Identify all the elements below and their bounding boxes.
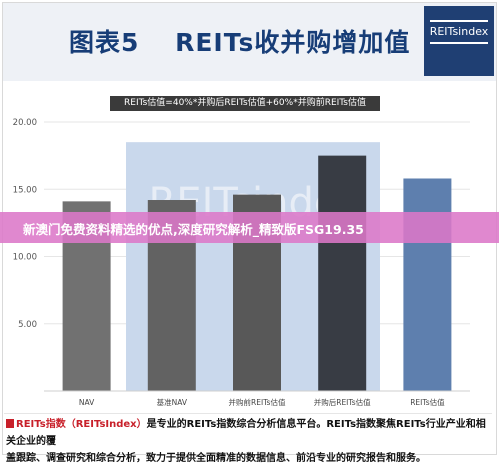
bar — [318, 155, 367, 391]
header: 图表5 REITs收并购增加值 REITsindex — [3, 3, 496, 81]
reitsindex-logo: REITsindex — [424, 6, 494, 76]
chart-title: REITs估值=40%*并购后REITs估值+60%*并购前REITs估值 — [110, 96, 380, 111]
logo-rule-top — [430, 20, 488, 22]
y-tick-label: 20.00 — [13, 118, 37, 128]
x-tick-label: 并购后REITs估值 — [314, 397, 371, 407]
footer: REITs指数（REITsIndex）是专业的REITs指数综合分析信息平台。R… — [6, 416, 492, 467]
y-tick-label: 10.00 — [13, 253, 37, 263]
footer-brand: REITs指数 — [16, 419, 66, 430]
y-tick-label: 15.00 — [13, 185, 37, 195]
overlay-banner: 新澳门免费资料精选的优点,深度研究解析_精致版FSG19.35 — [0, 212, 499, 243]
flag-icon — [6, 419, 14, 428]
x-tick-label: NAV — [79, 398, 95, 407]
y-tick-label: 5.00 — [18, 320, 37, 330]
x-tick-label: 基准NAV — [157, 397, 188, 407]
x-tick-label: REITs估值 — [410, 397, 445, 407]
footer-text-line1: 是专业的REITs指数综合分析信息平台。REITs指数聚焦REITs行业产业和相… — [6, 419, 486, 447]
bar — [403, 178, 452, 391]
bar-chart: 5.0010.0015.0020.00REITsindexNAV基准NAV并购前… — [13, 118, 470, 407]
banner-text: 新澳门免费资料精选的优点,深度研究解析_精致版FSG19.35 — [23, 222, 364, 237]
footer-text-line2: 盖跟踪、调查研究和综合分析，致力于提供全面精准的数据信息、前沿专业的研究报告和服… — [6, 453, 426, 464]
page-title: 图表5 REITs收并购增加值 — [69, 28, 411, 57]
footer-brand-paren: （REITsIndex） — [65, 419, 147, 430]
logo-text: REITsindex — [429, 25, 489, 38]
x-tick-label: 并购前REITs估值 — [229, 397, 286, 407]
footer-divider — [4, 413, 492, 414]
logo-rule-bottom — [430, 42, 488, 44]
